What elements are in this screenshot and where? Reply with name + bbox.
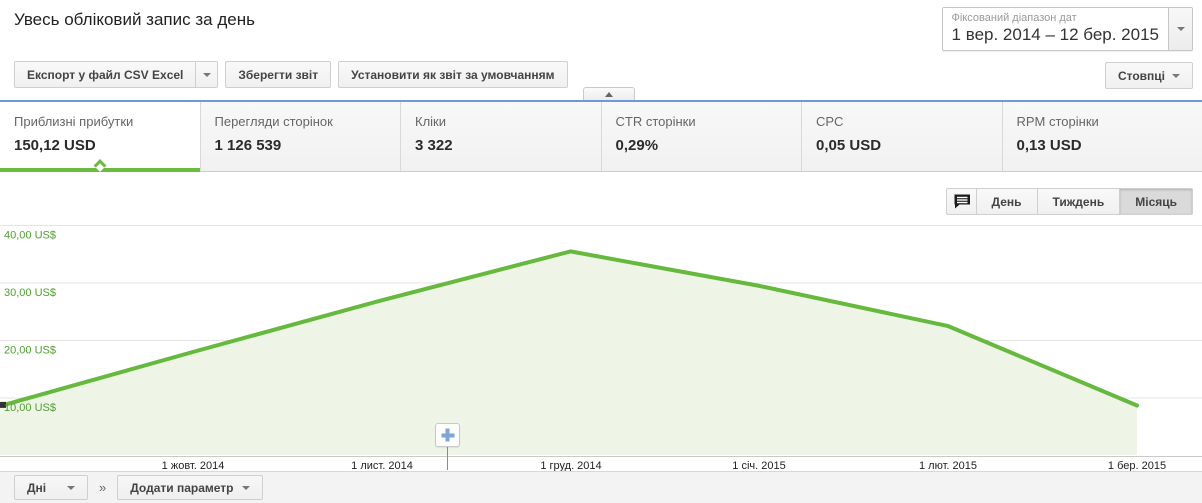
chevron-down-icon <box>1176 27 1185 31</box>
dimension-select-button[interactable]: Дні <box>14 475 88 500</box>
date-range-picker[interactable]: Фіксований діапазон дат 1 вер. 2014 – 12… <box>941 7 1193 51</box>
export-csv-button[interactable]: Експорт у файл CSV Excel <box>14 61 197 88</box>
plus-icon <box>441 428 454 442</box>
x-axis-label: 1 жовт. 2014 <box>161 460 225 472</box>
metric-value: 0,29% <box>615 137 659 154</box>
collapse-panel-handle[interactable] <box>583 87 635 100</box>
metric-value: 150,12 USD <box>14 137 96 154</box>
x-axis-label: 1 лист. 2014 <box>351 460 413 472</box>
date-range-display: Фіксований діапазон дат 1 вер. 2014 – 12… <box>943 8 1168 50</box>
annotation-marker-line <box>447 434 448 470</box>
add-parameter-button[interactable]: Додати параметр <box>117 475 263 500</box>
columns-button[interactable]: Стовпці <box>1104 62 1193 89</box>
metric-label: RPM сторінки <box>1016 114 1099 129</box>
x-axis-label: 1 груд. 2014 <box>540 460 602 472</box>
dimension-select-label: Дні <box>27 480 47 495</box>
date-range-dropdown-button[interactable] <box>1168 8 1192 50</box>
metric-label: Кліки <box>415 114 446 129</box>
granularity-day-button[interactable]: День <box>975 188 1038 215</box>
svg-text:30,00 US$: 30,00 US$ <box>4 287 56 299</box>
chevron-down-icon <box>1172 73 1180 78</box>
section-divider <box>0 100 1202 102</box>
metric-value: 1 126 539 <box>214 137 282 154</box>
metric-value: 0,13 USD <box>1016 137 1082 154</box>
annotations-button[interactable] <box>946 188 979 215</box>
dimension-bar: Дні » Додати параметр <box>0 471 1202 503</box>
earnings-chart: 10,00 US$ 20,00 US$ 30,00 US$ 40,00 US$ 1 ж… <box>0 224 1202 472</box>
save-report-button[interactable]: Зберегти звіт <box>225 61 332 88</box>
page-title: Увесь обліковий запис за день <box>14 10 255 29</box>
report-toolbar: Експорт у файл CSV Excel Зберегти звіт У… <box>14 61 568 88</box>
dimension-separator: » <box>99 480 107 495</box>
svg-text:10,00 US$: 10,00 US$ <box>4 402 56 414</box>
metric-value: 0,05 USD <box>816 137 882 154</box>
add-annotation-button[interactable] <box>435 423 460 447</box>
granularity-week-button[interactable]: Тиждень <box>1036 188 1121 215</box>
metric-label: CTR сторінки <box>615 114 696 129</box>
svg-text:20,00 US$: 20,00 US$ <box>4 345 56 357</box>
tab-cpc[interactable]: CPC 0,05 USD <box>801 102 1002 171</box>
export-split-button: Експорт у файл CSV Excel <box>14 61 219 88</box>
chevron-down-icon <box>67 485 75 490</box>
metric-label: Приблизні прибутки <box>14 114 134 129</box>
columns-button-label: Стовпці <box>1117 68 1165 83</box>
chevron-up-icon <box>605 91 613 97</box>
add-parameter-label: Додати параметр <box>130 480 234 495</box>
chevron-down-icon <box>202 72 211 77</box>
svg-text:40,00 US$: 40,00 US$ <box>4 230 56 242</box>
tab-pageviews[interactable]: Перегляди сторінок 1 126 539 <box>199 102 400 171</box>
metric-label: CPC <box>816 114 844 129</box>
x-axis-label: 1 лют. 2015 <box>918 460 978 472</box>
metric-tabs: Приблизні прибутки 150,12 USD Перегляди … <box>0 102 1202 172</box>
chart-plot-area: 10,00 US$ 20,00 US$ 30,00 US$ 40,00 US$ <box>0 225 1202 455</box>
chart-x-axis: 1 жовт. 2014 1 лист. 2014 1 груд. 2014 1 сі… <box>0 456 1202 472</box>
chevron-down-icon <box>241 485 250 490</box>
x-axis-label: 1 бер. 2015 <box>1107 460 1167 472</box>
x-axis-label: 1 січ. 2015 <box>732 460 786 472</box>
date-range-value: 1 вер. 2014 – 12 бер. 2015 <box>951 25 1159 44</box>
tab-page-rpm[interactable]: RPM сторінки 0,13 USD <box>1001 102 1202 171</box>
metric-label: Перегляди сторінок <box>214 114 333 129</box>
tab-estimated-earnings[interactable]: Приблизні прибутки 150,12 USD <box>0 102 200 172</box>
set-default-report-button[interactable]: Установити як звіт за умовчанням <box>338 61 568 88</box>
date-range-label: Фіксований діапазон дат <box>951 12 1077 24</box>
granularity-switcher: День Тиждень Місяць <box>975 188 1193 215</box>
granularity-month-button[interactable]: Місяць <box>1119 188 1193 215</box>
metric-value: 3 322 <box>415 137 453 154</box>
export-dropdown-button[interactable] <box>196 61 219 88</box>
tab-page-ctr[interactable]: CTR сторінки 0,29% <box>600 102 801 171</box>
comment-icon <box>954 194 970 209</box>
tab-clicks[interactable]: Кліки 3 322 <box>400 102 601 171</box>
